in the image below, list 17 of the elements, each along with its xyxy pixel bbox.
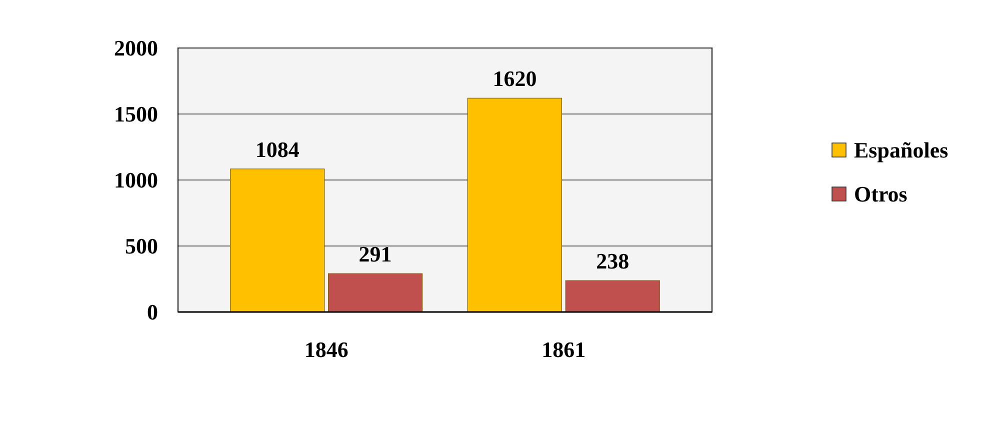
x-tick-label: 1846: [304, 337, 348, 362]
bar: [467, 98, 562, 312]
y-tick-label: 2000: [114, 36, 158, 61]
bar: [328, 273, 423, 312]
y-tick-label: 500: [125, 234, 158, 259]
bar: [230, 168, 325, 312]
data-label: 1084: [255, 136, 300, 162]
data-label: 291: [358, 242, 392, 267]
y-tick-label: 0: [147, 300, 158, 325]
legend-label: Españoles: [854, 138, 949, 163]
x-tick-label: 1861: [542, 337, 586, 362]
y-tick-label: 1500: [114, 102, 158, 127]
y-tick-label: 1000: [114, 168, 158, 193]
data-label: 238: [596, 248, 630, 274]
bar: [565, 280, 660, 312]
data-label: 1620: [492, 66, 537, 92]
legend-label: Otros: [854, 182, 908, 207]
